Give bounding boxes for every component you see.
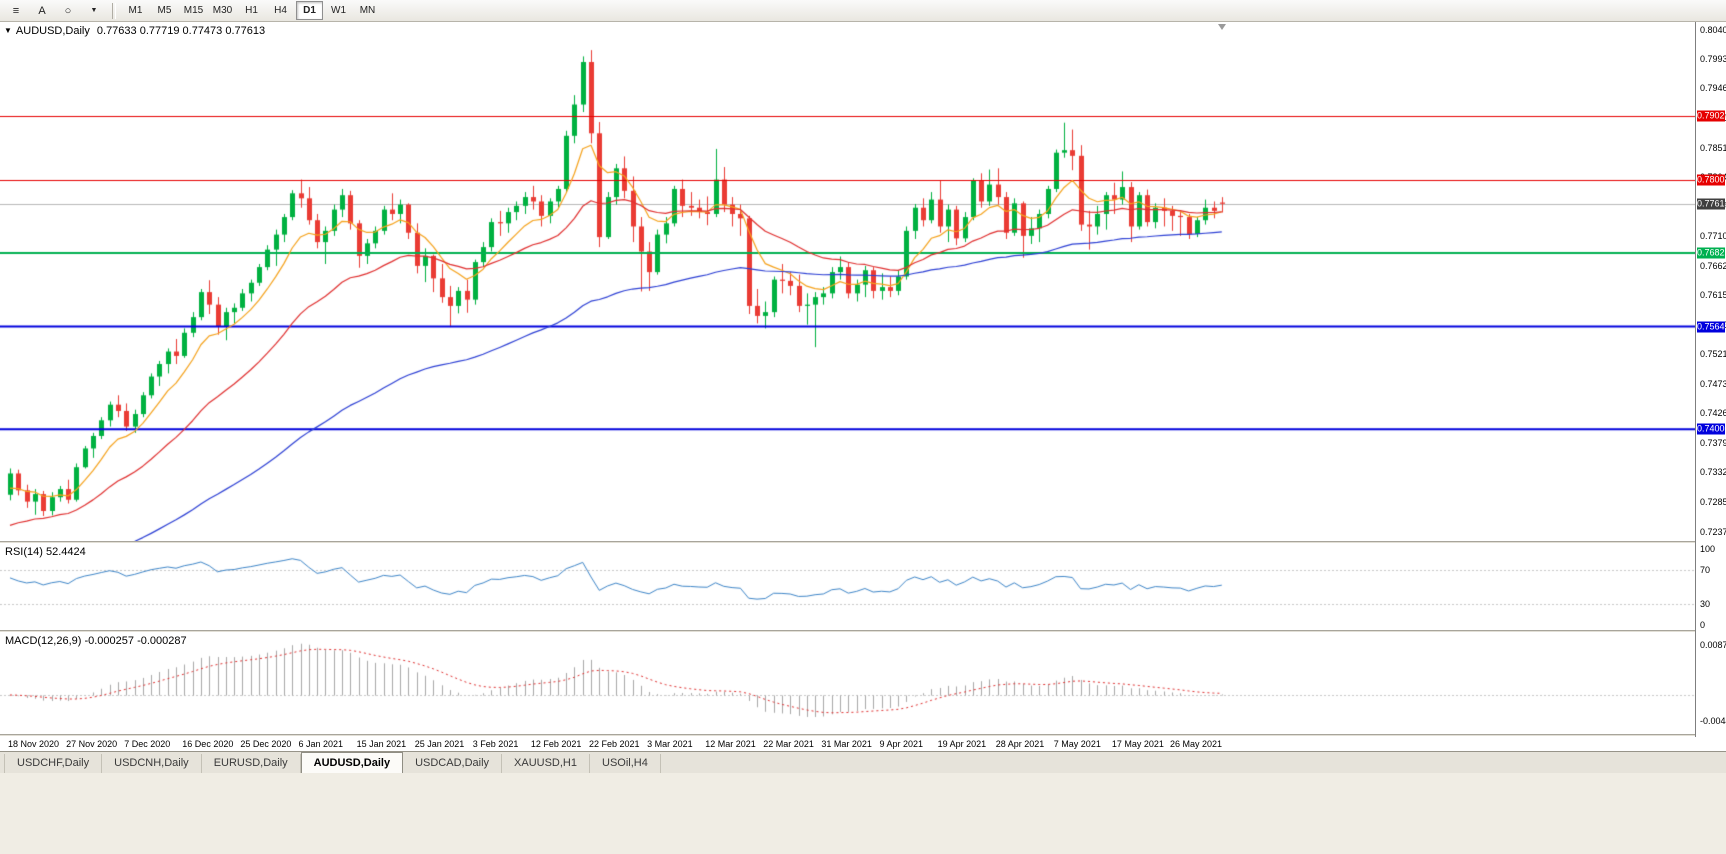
timeframe-button-m30[interactable]: M30 [212, 5, 233, 16]
chart-tab-usdchf-daily[interactable]: USDCHF,Daily [4, 754, 103, 773]
date-tick: 22 Feb 2021 [589, 739, 640, 749]
hline-price-badge: 0.76825 [1697, 247, 1726, 259]
rsi-level-tick: 70 [1700, 564, 1711, 575]
date-tick: 22 Mar 2021 [763, 739, 814, 749]
date-tick: 27 Nov 2020 [66, 739, 118, 749]
macd-level-tick: -0.004451 [1700, 715, 1726, 726]
chart-tab-usdcad-daily[interactable]: USDCAD,Daily [403, 754, 503, 773]
date-tick: 25 Dec 2020 [240, 739, 292, 749]
chart-tab-audusd-daily[interactable]: AUDUSD,Daily [300, 752, 404, 773]
timeframe-button-h4[interactable]: H4 [274, 5, 287, 16]
panel-splitter-dates[interactable] [0, 734, 1726, 737]
date-tick: 19 Apr 2021 [937, 739, 987, 749]
date-tick: 26 May 2021 [1170, 739, 1223, 749]
rsi-level-tick: 0 [1700, 620, 1706, 630]
rsi-level-tick: 30 [1700, 599, 1711, 610]
date-tick: 6 Jan 2021 [298, 739, 344, 749]
rsi-level-tick: 100 [1700, 544, 1716, 554]
toolbar-separator [112, 2, 116, 19]
date-tick: 3 Mar 2021 [647, 739, 693, 749]
hline-price-badge: 0.75649 [1697, 321, 1726, 333]
price-axis[interactable]: 0.804000.799300.794600.789800.785100.780… [1695, 22, 1726, 737]
rsi-indicator-canvas[interactable] [0, 544, 1696, 630]
draw-lines-tool-icon[interactable]: ≡ [12, 4, 20, 17]
date-tick: 31 Mar 2021 [821, 739, 872, 749]
chart-window: ▼ AUDUSD,Daily 0.77633 0.77719 0.77473 0.7… [0, 22, 1726, 751]
one-click-trading-arrow[interactable]: ▼ [4, 26, 12, 35]
rsi-indicator-label: RSI(14) 52.4424 [5, 546, 86, 558]
chart-title: ▼ AUDUSD,Daily 0.77633 0.77719 0.77473 0.7… [4, 25, 265, 37]
date-tick: 18 Nov 2020 [8, 739, 60, 749]
line-studies-toolbar: ≡ A ○ ▼ [3, 1, 107, 21]
macd-indicator-label: MACD(12,26,9) -0.000257 -0.000287 [5, 635, 187, 647]
symbol-label: AUDUSD,Daily [15, 25, 90, 37]
chart-tab-eurusd-daily[interactable]: EURUSD,Daily [202, 754, 301, 773]
panel-splitter-macd[interactable] [0, 630, 1726, 633]
timeframes-toolbar: M1 M5 M15 M30 H1 H4 D1 W1 MN [121, 1, 382, 20]
main-toolbar: ≡ A ○ ▼ M1 M5 M15 M30 H1 H4 D1 W1 MN [0, 0, 1726, 22]
date-tick: 16 Dec 2020 [182, 739, 234, 749]
date-tick: 3 Feb 2021 [472, 739, 519, 749]
date-tick: 12 Feb 2021 [530, 739, 582, 749]
text-tool-icon[interactable]: A [38, 4, 46, 17]
timeframe-button-m5[interactable]: M5 [157, 5, 172, 16]
timeframe-button-m15[interactable]: M15 [183, 5, 204, 16]
hline-price-badge: 0.74008 [1697, 423, 1726, 435]
date-tick: 25 Jan 2021 [414, 739, 465, 749]
price-chart-canvas[interactable] [0, 22, 1696, 541]
timeframe-button-w1[interactable]: W1 [331, 5, 346, 16]
date-tick: 15 Jan 2021 [356, 739, 407, 749]
panel-splitter-rsi[interactable] [0, 541, 1726, 544]
chart-tab-bar: USDCHF,Daily USDCNH,Daily EURUSD,Daily AUDU… [0, 751, 1726, 773]
macd-indicator-canvas[interactable] [0, 633, 1696, 734]
objects-dropdown-icon[interactable]: ▼ [90, 7, 98, 14]
timeframe-button-h1[interactable]: H1 [245, 5, 258, 16]
timeframe-button-mn[interactable]: MN [359, 5, 376, 16]
chart-shift-marker[interactable] [1217, 24, 1226, 30]
macd-level-tick: 0.008782 [1700, 639, 1726, 650]
hline-price-badge: 0.78001 [1697, 174, 1726, 185]
date-tick: 28 Apr 2021 [995, 739, 1045, 749]
date-tick: 17 May 2021 [1111, 739, 1164, 749]
timeframe-button-d1[interactable]: D1 [296, 1, 323, 20]
shapes-tool-icon[interactable]: ○ [64, 4, 72, 17]
workspace-background [0, 773, 1726, 854]
price-tick: 0.72370 [1700, 526, 1726, 537]
date-tick: 12 Mar 2021 [705, 739, 756, 749]
date-tick: 7 May 2021 [1053, 739, 1101, 749]
ohlc-values: 0.77633 0.77719 0.77473 0.77613 [96, 25, 266, 37]
timeframe-button-m1[interactable]: M1 [128, 5, 143, 16]
chart-tab-xauusd-h1[interactable]: XAUUSD,H1 [502, 754, 590, 773]
date-tick: 9 Apr 2021 [879, 739, 924, 749]
time-axis[interactable]: 18 Nov 2020 27 Nov 2020 7 Dec 2020 16 Dec 2… [0, 737, 1695, 751]
chart-tab-usoil-h4[interactable]: USOil,H4 [590, 754, 661, 773]
chart-tab-usdcnh-daily[interactable]: USDCNH,Daily [102, 754, 202, 773]
current-price-badge: 0.77613 [1697, 198, 1726, 210]
hline-price-badge: 0.79023 [1697, 110, 1726, 122]
date-tick: 7 Dec 2020 [124, 739, 171, 749]
